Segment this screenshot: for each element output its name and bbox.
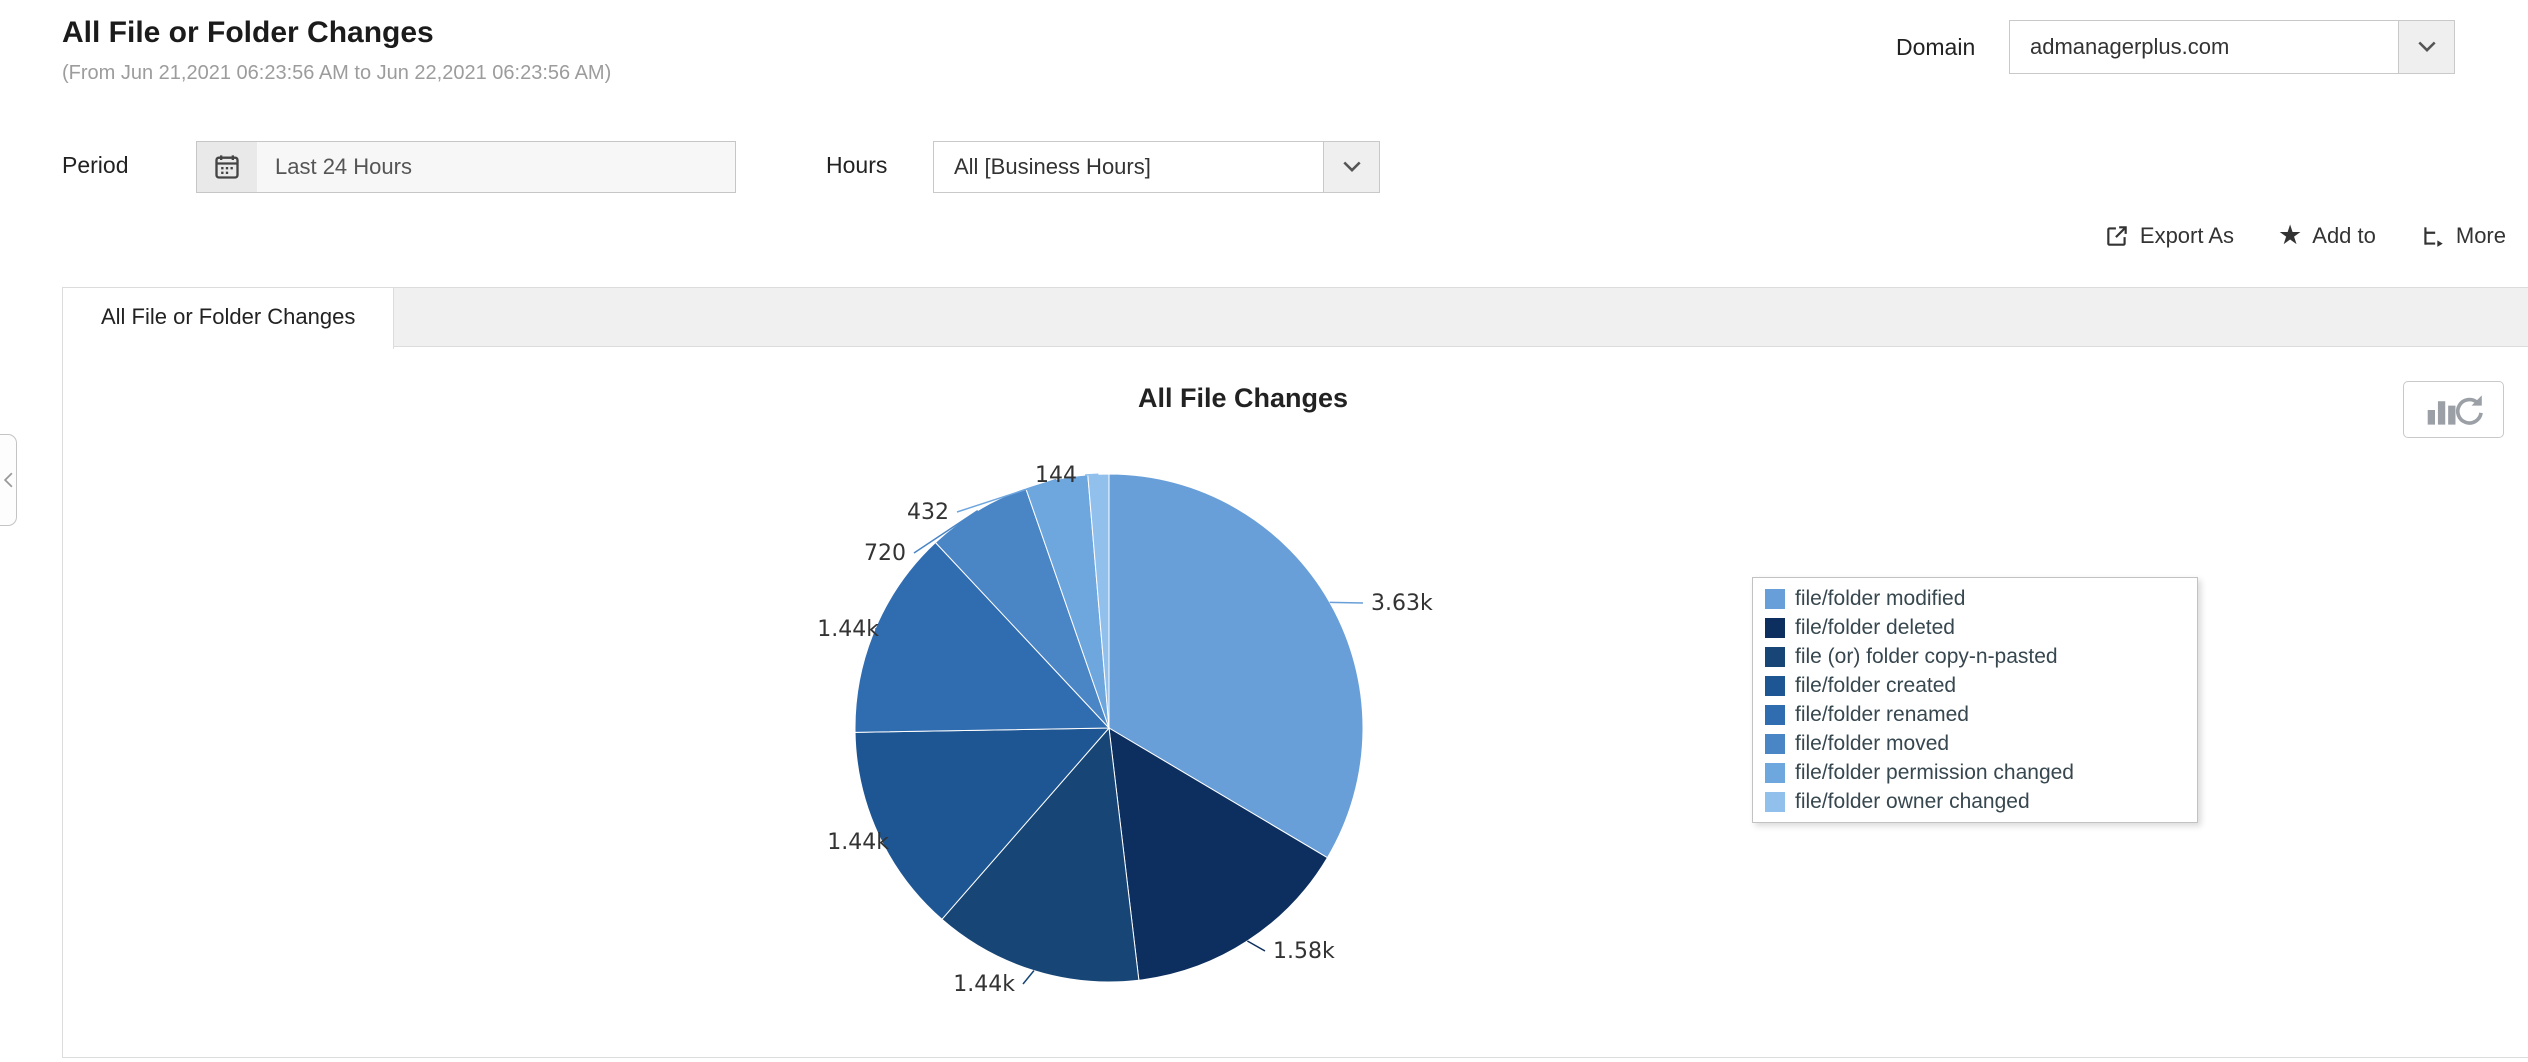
hours-label: Hours [826,152,888,178]
chart-type-button[interactable] [2403,381,2504,438]
legend-label: file/folder modified [1795,586,1966,610]
calendar-icon [215,155,239,179]
pie-value-label: 432 [907,500,949,525]
legend-label: file/folder created [1795,673,1957,697]
more-button[interactable]: More [2420,223,2506,249]
chart-title: All File Changes [1137,383,1349,413]
legend-item[interactable]: file/folder modified [1753,584,2197,613]
legend-swatch [1765,733,1785,754]
more-label: More [2455,222,2506,248]
legend-swatch [1765,646,1785,667]
legend-label: file/folder permission changed [1795,760,2074,784]
tab-all-file-or-folder-changes[interactable]: All File or Folder Changes [62,287,395,349]
export-as-label: Export As [2139,222,2235,248]
legend-label: file/folder owner changed [1795,789,2030,813]
report-tabbar: All File or Folder Changes [62,287,2528,349]
pie-value-label: 144 [1035,463,1077,488]
export-icon [2107,225,2127,246]
legend-swatch [1765,588,1785,609]
chart-type-icon [2427,394,2483,425]
legend-item[interactable]: file/folder permission changed [1753,758,2197,787]
legend-item[interactable]: file/folder owner changed [1753,787,2197,816]
pie-label-line [1084,473,1099,476]
add-to-label: Add to [2312,222,2376,248]
domain-select-value: admanagerplus.com [2030,34,2230,59]
pie-label-line [1329,601,1364,604]
add-to-button[interactable]: ★ Add to [2278,222,2376,249]
pie-label-line [878,834,898,843]
legend-item[interactable]: file/folder created [1753,671,2197,700]
export-as-button[interactable]: Export As [2104,223,2234,249]
pie-label-line [1247,940,1266,952]
pie-label-line [913,509,979,554]
legend-swatch [1765,704,1785,725]
legend-swatch [1765,762,1785,783]
chevron-down-icon [1342,161,1361,173]
pie-slice-4[interactable] [854,541,1111,733]
legend-swatch [1765,617,1785,638]
domain-select[interactable]: admanagerplus.com [2009,20,2455,74]
hours-select-chevron[interactable] [1323,142,1379,192]
pie-label-line [956,478,1057,513]
more-icon [2424,226,2443,247]
pie-label-line [1022,970,1035,985]
chart-panel: All File Changes 3.63k 1.58k 1.44k 1.44k 1.4… [62,346,2528,1058]
legend-label: file/folder deleted [1795,615,1955,639]
legend-item[interactable]: file/folder deleted [1753,613,2197,642]
chevron-left-icon [3,472,12,488]
star-icon: ★ [2278,220,2303,250]
pie-value-label: 1.44k [817,617,879,642]
legend-label: file (or) folder copy-n-pasted [1795,644,2058,668]
report-date-range: (From Jun 21,2021 06:23:56 AM to Jun 22,… [62,62,612,84]
pie-value-label: 1.44k [827,830,889,855]
legend-swatch [1765,791,1785,812]
chevron-down-icon [2417,41,2436,53]
pie-value-label: 720 [864,541,906,566]
report-actions: Export As ★ Add to More [2104,222,2506,249]
hours-select-value: All [Business Hours] [954,154,1151,179]
legend-label: file/folder moved [1795,731,1950,755]
pie-value-label: 1.58k [1273,939,1335,964]
pie-slice-3[interactable] [854,727,1111,921]
hours-select[interactable]: All [Business Hours] [933,141,1380,193]
domain-select-chevron[interactable] [2398,21,2454,73]
pie-value-label: 1.44k [953,972,1015,997]
period-input[interactable]: Last 24 Hours [257,141,736,193]
domain-label: Domain [1896,34,1976,60]
legend-label: file/folder renamed [1795,702,1969,726]
pie-slice-0[interactable] [1108,473,1364,859]
pie-slice-2[interactable] [941,726,1140,983]
legend-item[interactable]: file/folder moved [1753,729,2197,758]
pie-value-label: 3.63k [1371,591,1433,616]
legend-item[interactable]: file/folder renamed [1753,700,2197,729]
legend-swatch [1765,675,1785,696]
period-calendar-button[interactable] [196,141,258,193]
chart-legend: file/folder modified file/folder deleted f… [1752,577,2198,823]
legend-item[interactable]: file (or) folder copy-n-pasted [1753,642,2197,671]
sidebar-collapse-handle[interactable] [0,434,17,526]
page-title: All File or Folder Changes [62,16,434,49]
period-label: Period [62,152,129,178]
